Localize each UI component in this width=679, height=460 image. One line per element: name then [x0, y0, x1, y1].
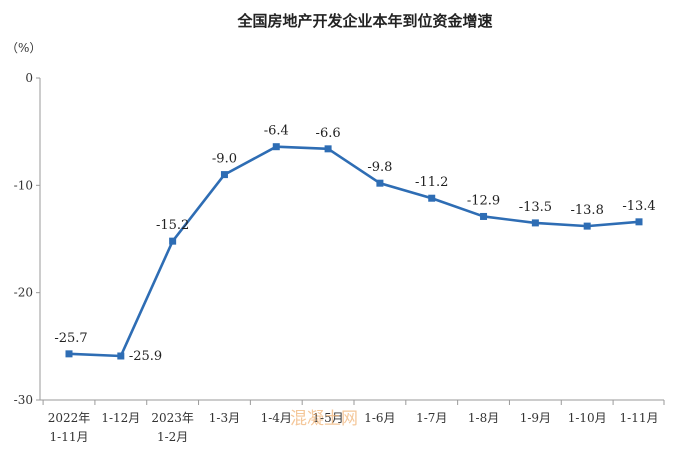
series	[65, 143, 643, 360]
data-label: -6.4	[264, 124, 289, 139]
data-point	[376, 179, 384, 187]
x-axis-ticks: 2022年 1-11月 1-12月 2023年 1-2月 1-3月 1-4月 1-5月 1-6月…	[42, 400, 665, 444]
data-label: -12.9	[467, 193, 500, 208]
data-label: -25.9	[129, 349, 162, 364]
x-tick-label: 2022年 1-11月	[48, 411, 91, 444]
watermark: 混凝土网	[290, 409, 358, 429]
x-tick-label: 1-5月	[312, 411, 343, 425]
data-point	[117, 352, 125, 360]
data-label: -9.8	[367, 160, 392, 175]
x-tick-label: 1-7月	[416, 411, 447, 425]
data-point	[272, 143, 280, 151]
y-axis-unit-label: （%）	[6, 41, 41, 55]
y-tick-label: -20	[14, 286, 33, 300]
data-point	[324, 145, 332, 153]
data-point	[583, 222, 591, 230]
x-tick-label: 1-6月	[364, 411, 395, 425]
y-axis-ticks: 0 -10 -20 -30	[14, 71, 40, 407]
data-point	[480, 212, 488, 220]
data-label: -15.2	[156, 218, 189, 233]
x-tick-label: 1-10月	[568, 411, 607, 425]
data-label: -11.2	[415, 175, 448, 190]
x-tick-label: 2023年 1-2月	[151, 411, 194, 444]
y-tick-label: 0	[25, 71, 33, 85]
data-label: -6.6	[316, 126, 341, 141]
chart-title: 全国房地产开发企业本年到位资金增速	[236, 12, 492, 30]
x-tick-label: 1-9月	[520, 411, 551, 425]
data-label: -13.5	[519, 200, 552, 215]
data-labels: -25.7 -25.9 -15.2 -9.0 -6.4 -6.6 -9.8 -11.2 -12.…	[54, 124, 655, 364]
data-point	[169, 237, 177, 245]
data-label: -9.0	[212, 152, 237, 167]
x-tick-label: 1-4月	[261, 411, 292, 425]
data-label: -13.4	[622, 199, 655, 214]
x-tick-label: 1-12月	[101, 411, 140, 425]
y-tick-label: -10	[14, 178, 33, 192]
data-point	[220, 171, 228, 179]
axes	[39, 78, 664, 401]
data-point	[635, 218, 643, 226]
data-label: -25.7	[54, 331, 87, 346]
x-tick-label: 1-11月	[620, 411, 659, 425]
data-point	[428, 194, 436, 202]
data-label: -13.8	[571, 203, 604, 218]
data-point	[65, 350, 73, 358]
x-tick-label: 1-8月	[468, 411, 499, 425]
y-tick-label: -30	[14, 393, 33, 407]
x-tick-label: 1-3月	[209, 411, 240, 425]
data-point	[531, 219, 539, 227]
watermark-text: 混凝土网	[290, 409, 358, 429]
series-line	[67, 145, 641, 358]
